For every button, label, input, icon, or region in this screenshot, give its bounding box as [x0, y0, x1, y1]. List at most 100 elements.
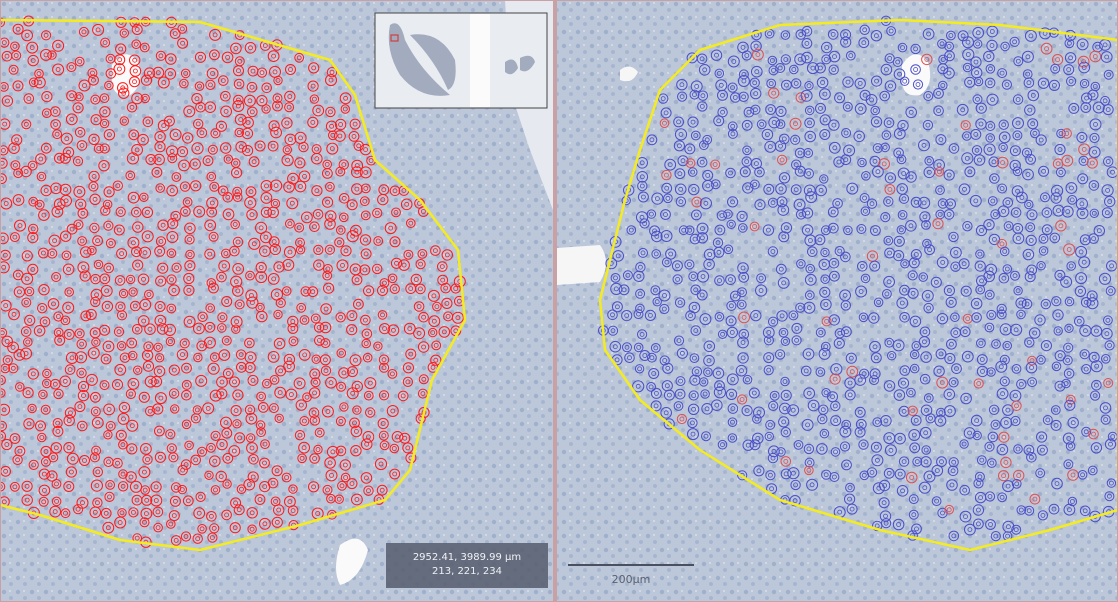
viewer-left[interactable]: 2952.41, 3989.99 µm 213, 221, 234: [0, 0, 553, 602]
cell: [223, 154, 234, 164]
cell: [818, 347, 831, 360]
cell: [896, 485, 909, 497]
nucleus: [274, 468, 280, 474]
cell: [815, 184, 827, 197]
cell: [763, 183, 775, 195]
nucleus: [888, 83, 893, 89]
cell: [768, 316, 779, 327]
nucleus: [262, 441, 268, 447]
nucleus: [166, 118, 172, 124]
cell: [323, 264, 333, 274]
nucleus: [832, 474, 837, 480]
cell: [402, 442, 414, 454]
nucleus: [1092, 54, 1098, 59]
cell: [103, 220, 114, 231]
nucleus: [95, 27, 101, 33]
cell: [1038, 246, 1049, 256]
cell: [231, 167, 243, 179]
cell: [989, 173, 1000, 184]
cell: [883, 275, 895, 288]
nucleus: [702, 391, 708, 397]
nucleus: [68, 410, 73, 416]
nucleus: [639, 183, 645, 189]
nucleus: [782, 379, 788, 384]
cell: [710, 159, 721, 170]
nucleus: [52, 238, 57, 244]
nucleus: [663, 212, 668, 217]
cell: [378, 390, 390, 401]
cell: [739, 166, 751, 178]
nucleus: [946, 391, 952, 397]
cell: [821, 316, 832, 327]
viewer-divider: [553, 0, 557, 602]
nucleus: [402, 435, 408, 441]
nucleus: [349, 481, 355, 487]
cell: [984, 322, 995, 333]
cell: [144, 375, 157, 388]
nucleus: [746, 109, 752, 115]
cell: [283, 360, 296, 373]
nucleus: [937, 211, 943, 217]
nucleus: [610, 312, 615, 318]
cell: [417, 341, 430, 353]
nucleus: [183, 534, 189, 539]
cell: [696, 270, 710, 283]
nucleus: [94, 483, 100, 489]
nucleus: [157, 248, 163, 254]
nucleus: [23, 329, 29, 335]
nucleus: [783, 57, 789, 62]
cell: [193, 352, 203, 363]
cell: [325, 74, 337, 87]
cell: [1063, 459, 1074, 470]
cell: [181, 419, 192, 430]
cell: [137, 315, 150, 327]
cell: [1077, 173, 1089, 185]
nucleus: [922, 329, 928, 335]
cell: [141, 230, 154, 243]
nucleus: [249, 526, 255, 532]
cell: [685, 158, 696, 169]
nucleus: [102, 327, 107, 333]
nucleus: [96, 262, 101, 267]
nucleus: [106, 406, 112, 412]
annotation-outline[interactable]: [0, 18, 467, 552]
nucleus: [625, 272, 631, 278]
overview-thumbnail[interactable]: [374, 12, 548, 109]
nucleus: [363, 169, 369, 175]
nucleus: [1052, 83, 1057, 88]
annotation-outline[interactable]: [598, 18, 1118, 552]
nucleus: [69, 355, 75, 361]
nucleus: [639, 160, 645, 166]
cell: [21, 119, 32, 130]
nucleus: [108, 71, 114, 76]
cell: [1061, 378, 1071, 389]
cell: [103, 403, 115, 416]
nucleus: [273, 183, 279, 189]
nucleus: [874, 119, 879, 125]
cell: [129, 480, 143, 493]
nucleus: [211, 525, 217, 531]
cell: [779, 133, 790, 145]
nucleus: [694, 369, 700, 375]
nucleus: [213, 393, 219, 399]
nucleus: [1057, 353, 1063, 359]
cell: [117, 481, 129, 492]
nucleus: [17, 223, 23, 229]
cell: [378, 430, 389, 441]
cell: [117, 82, 129, 94]
cell: [410, 273, 422, 286]
cell: [1087, 89, 1099, 101]
nucleus: [258, 394, 264, 399]
nucleus: [768, 472, 773, 478]
nucleus: [338, 122, 344, 127]
cell: [1036, 261, 1046, 271]
nucleus: [245, 148, 251, 154]
nucleus: [771, 68, 776, 73]
cell: [1050, 192, 1062, 204]
nucleus: [921, 200, 927, 206]
cell: [360, 438, 373, 451]
nucleus: [778, 186, 784, 192]
cell: [256, 310, 268, 323]
viewer-right[interactable]: 200µm: [557, 0, 1118, 602]
cell: [294, 52, 305, 63]
